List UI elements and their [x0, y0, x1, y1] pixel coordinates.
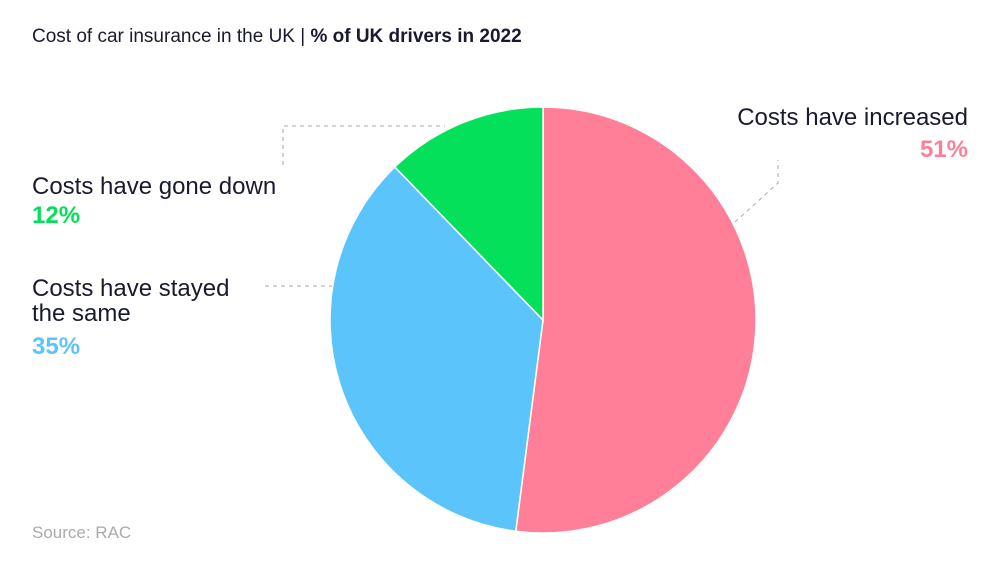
- leader-line: [734, 160, 779, 223]
- slice-label: Costs have stayed the same: [32, 275, 230, 327]
- pie-slice: [514, 106, 757, 534]
- slice-value: 51%: [919, 136, 968, 163]
- leader-line: [282, 125, 445, 165]
- slice-value: 35%: [32, 333, 81, 360]
- pie-slice: [393, 106, 544, 322]
- source: Source: RAC: [32, 523, 132, 542]
- slice-label: Costs have gone down: [32, 173, 277, 200]
- chart-subtitle: % of UK drivers in 2022: [310, 26, 522, 47]
- pie-slice: [329, 165, 544, 533]
- slice-value: 12%: [32, 202, 81, 229]
- slice-label: Costs have increased: [737, 104, 968, 131]
- header: Cost of car insurance in the UK | % of U…: [32, 26, 522, 48]
- chart-title: Cost of car insurance in the UK |: [32, 26, 306, 47]
